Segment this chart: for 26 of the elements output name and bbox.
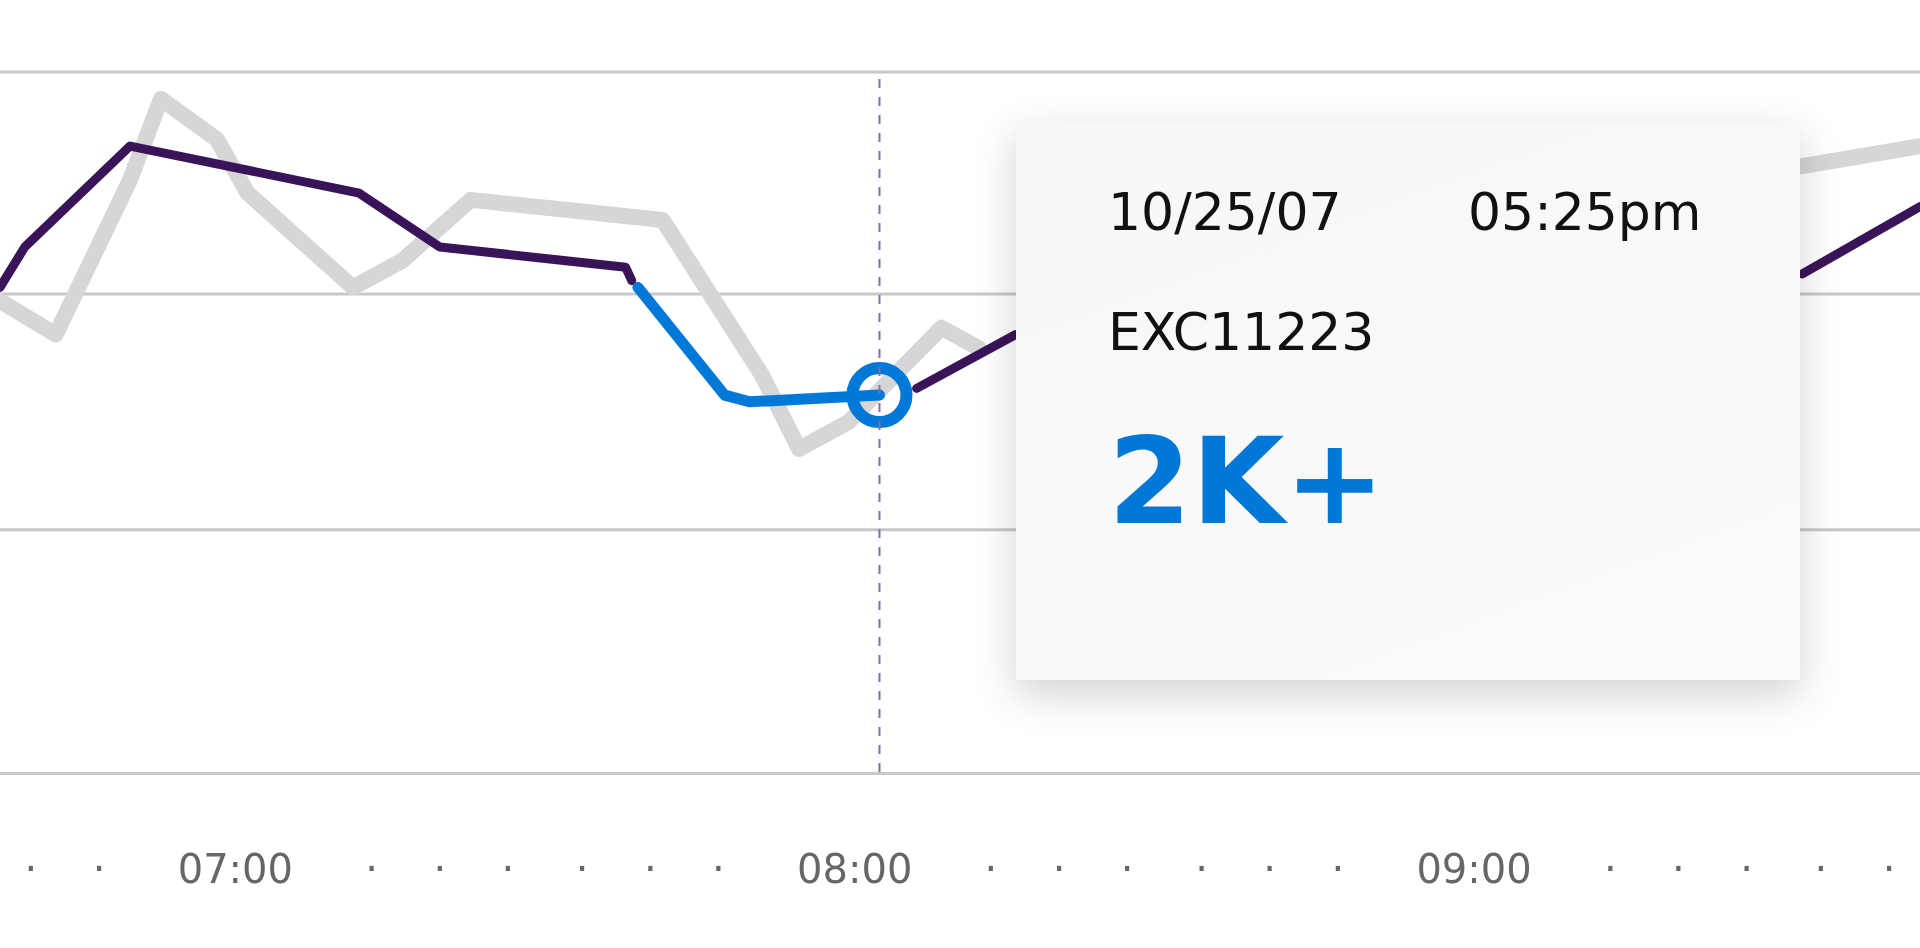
x-tick-label: · [575, 846, 589, 892]
x-tick-label: · [1263, 846, 1277, 892]
x-tick-label: · [1672, 846, 1685, 892]
x-tick-label: 07:00 [177, 846, 293, 892]
x-tick-label: · [643, 846, 657, 892]
x-tick-label: 09:00 [1416, 846, 1532, 892]
x-tick-label: · [1603, 846, 1617, 892]
annotation: 10/25/07 [1108, 182, 1342, 242]
annotation: EXC11223 [1108, 302, 1375, 362]
x-tick-label: · [92, 846, 106, 892]
annotation: 05:25pm [1468, 182, 1702, 242]
x-tick-label: · [1052, 846, 1066, 892]
x-tick-label: · [365, 846, 378, 892]
annotation: 2K+ [1108, 412, 1386, 551]
x-tick-label: · [1195, 846, 1208, 892]
x-tick-label: 08:00 [797, 846, 913, 892]
x-tick-label: · [1120, 846, 1134, 892]
x-tick-label: · [501, 846, 515, 892]
x-tick-label: · [712, 846, 725, 892]
x-tick-label: · [24, 846, 38, 892]
x-tick-label: · [984, 846, 998, 892]
x-tick-label: · [433, 846, 447, 892]
x-tick-label: · [1814, 846, 1828, 892]
x-tick-label: · [1740, 846, 1753, 892]
x-tick-label: · [1882, 846, 1896, 892]
x-tick-label: · [1331, 846, 1345, 892]
